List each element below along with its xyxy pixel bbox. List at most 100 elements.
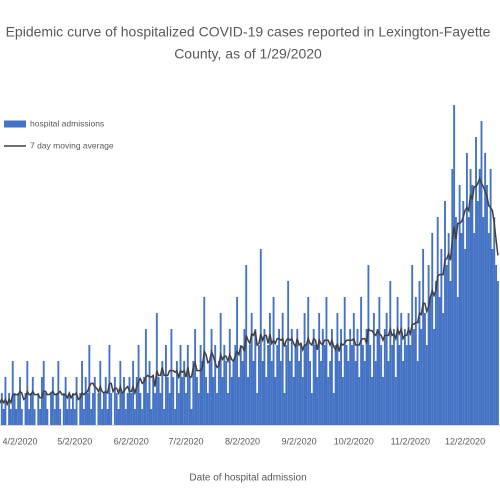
bar (90, 409, 93, 425)
bar (287, 281, 290, 425)
bar (438, 297, 441, 425)
bar (199, 345, 202, 425)
bar (30, 393, 32, 425)
bar (13, 393, 16, 425)
bar (467, 217, 470, 425)
bar (217, 361, 220, 425)
bar (398, 345, 401, 425)
bar (170, 329, 173, 425)
legend-label: hospital admissions (30, 118, 104, 128)
bar (139, 393, 142, 425)
bar (113, 377, 116, 425)
bar (314, 345, 317, 425)
bar (265, 377, 268, 425)
bar (152, 377, 155, 425)
bar (449, 281, 452, 425)
bar (172, 377, 175, 425)
bar (403, 329, 406, 425)
bar (143, 377, 145, 425)
bar (245, 265, 248, 425)
bar (407, 313, 410, 425)
bar (285, 345, 288, 425)
bar (75, 377, 78, 425)
legend-label: 7 day moving average (30, 140, 114, 150)
bar (15, 409, 18, 425)
bar (236, 297, 239, 425)
bar (241, 361, 244, 425)
bar (181, 377, 184, 425)
bar (365, 329, 368, 425)
bar (294, 345, 297, 425)
x-tick-label: 5/2/2020 (57, 436, 92, 446)
bar (371, 377, 373, 425)
bar (354, 361, 357, 425)
bar (212, 377, 215, 425)
bar (150, 409, 153, 425)
bar (104, 377, 107, 425)
bar (413, 329, 415, 425)
bar (484, 153, 487, 425)
bar (68, 393, 71, 425)
bar (223, 345, 226, 425)
bar (190, 409, 193, 425)
x-tick-label: 6/2/2020 (114, 436, 149, 446)
bar (325, 297, 328, 425)
bar (343, 297, 346, 425)
bar (31, 377, 34, 425)
bar (329, 361, 332, 425)
bar (192, 361, 195, 425)
bar (2, 409, 5, 425)
bar (409, 345, 412, 425)
bar (227, 393, 229, 425)
bar (123, 377, 125, 425)
bar (356, 329, 359, 425)
bar (8, 393, 11, 425)
bar (177, 393, 180, 425)
bar (161, 361, 164, 425)
bar (358, 377, 361, 425)
bar (433, 329, 436, 425)
bar (237, 377, 240, 425)
bar (279, 361, 282, 425)
bar (387, 361, 390, 425)
bar (203, 297, 206, 425)
bar (230, 377, 233, 425)
bar (137, 345, 140, 425)
bar (157, 377, 160, 425)
bar (93, 377, 96, 425)
bar (338, 361, 341, 425)
bar (396, 297, 399, 425)
bar (210, 329, 213, 425)
bar (186, 345, 189, 425)
bar (141, 409, 144, 425)
bar (445, 265, 448, 425)
bar (97, 393, 100, 425)
bar (278, 329, 280, 425)
bar (9, 409, 12, 425)
bar (20, 409, 23, 425)
bar (250, 313, 253, 425)
bar (351, 345, 353, 425)
x-tick-label: 12/2/2020 (445, 436, 485, 446)
bar (363, 361, 366, 425)
bar (163, 409, 166, 425)
bar (55, 393, 58, 425)
bar (92, 393, 94, 425)
bar (159, 393, 162, 425)
bar (303, 313, 306, 425)
bar (17, 393, 20, 425)
bar (453, 105, 456, 425)
bar (24, 393, 27, 425)
bar (478, 169, 481, 425)
bar (228, 329, 231, 425)
bar (208, 361, 211, 425)
bar (115, 393, 118, 425)
bar (380, 345, 383, 425)
bar (243, 329, 246, 425)
x-tick-label: 8/2/2020 (225, 436, 260, 446)
bar (185, 393, 187, 425)
bar (64, 377, 67, 425)
bar (66, 409, 69, 425)
bar (458, 185, 461, 425)
bar (332, 393, 335, 425)
